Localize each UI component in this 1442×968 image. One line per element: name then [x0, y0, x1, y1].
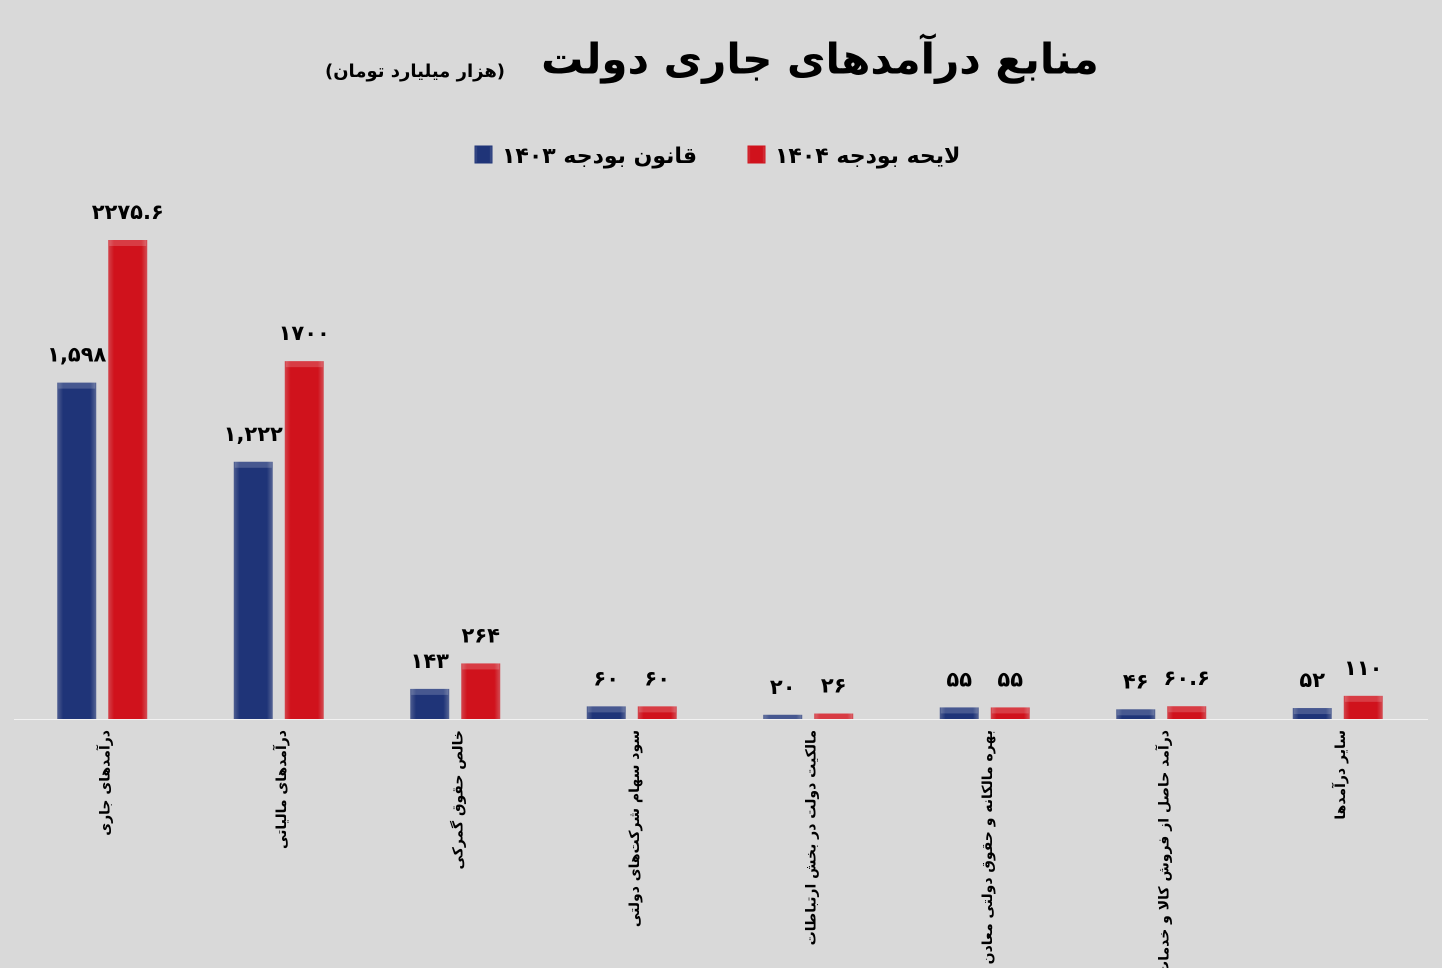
- data-label: ۵۲: [1299, 668, 1325, 692]
- chart-title: منابع درآمدهای جاری دولت: [541, 34, 1099, 85]
- data-label: ۱,۵۹۸: [47, 343, 106, 367]
- bar: [1343, 695, 1383, 719]
- bar-cap: [991, 707, 1029, 714]
- bar: [990, 707, 1030, 719]
- bar-cap: [285, 361, 323, 368]
- bar: [108, 240, 148, 719]
- bar-cap: [638, 706, 676, 713]
- data-label: ۲۲۷۵.۶: [92, 200, 164, 224]
- data-label: ۲۰: [770, 675, 796, 699]
- bar: [1167, 706, 1207, 719]
- x-tick-label: سود سهام شرکت‌های دولتی: [627, 730, 643, 927]
- bar-cap: [587, 706, 625, 713]
- data-label: ۱۱۰: [1344, 656, 1382, 680]
- data-label: ۲۶: [821, 674, 847, 698]
- data-label: ۱۴۳: [411, 649, 450, 673]
- x-tick-label: خالص حقوق گمرکی: [449, 730, 466, 869]
- bar-cap: [764, 714, 802, 719]
- legend-label: لایحه بودجه ۱۴۰۴: [775, 144, 960, 169]
- bar-cap: [1117, 709, 1155, 716]
- x-tick-label: درآمدهای مالیاتی: [272, 730, 290, 849]
- data-label: ۶۰: [593, 666, 619, 690]
- data-label: ۴۶: [1123, 669, 1149, 693]
- bar: [814, 713, 854, 719]
- bar: [586, 706, 626, 719]
- bar-cap: [234, 461, 272, 468]
- x-tick-label: درآمد حاصل از فروش کالا و خدمات: [1154, 730, 1172, 968]
- bar: [763, 714, 803, 719]
- legend-swatch: [747, 145, 766, 164]
- bar-cap: [940, 707, 978, 714]
- data-label: ۵۵: [997, 667, 1023, 691]
- data-label: ۵۵: [946, 667, 972, 691]
- data-label: ۱۷۰۰: [279, 321, 330, 345]
- bar: [637, 706, 677, 719]
- bar: [284, 361, 324, 719]
- bar-cap: [411, 688, 449, 695]
- bar-cap: [462, 663, 500, 670]
- x-tick-label: مالکیت دولت در بخش ارتباطات: [803, 730, 819, 945]
- bar: [1292, 708, 1332, 719]
- x-tick-label: درآمدهای جاری: [95, 730, 113, 836]
- bar: [939, 707, 979, 719]
- bar-cap: [815, 713, 853, 719]
- x-tick-label: سایر درآمدها: [1331, 730, 1349, 820]
- data-label: ۶۰: [644, 666, 670, 690]
- legend-swatch: [474, 145, 493, 164]
- bar-cap: [1293, 708, 1331, 715]
- bar: [57, 382, 97, 719]
- bar-cap: [109, 240, 147, 246]
- bar: [1116, 709, 1156, 719]
- bar: [233, 461, 273, 719]
- bar: [461, 663, 501, 719]
- bar-cap: [1344, 695, 1382, 702]
- data-label: ۱,۲۲۲: [224, 422, 283, 446]
- bar: [410, 688, 450, 719]
- data-label: ۲۶۴: [462, 623, 501, 647]
- x-tick-label: بهره مالکانه و حقوق دولتی معادن: [980, 730, 996, 964]
- bar-cap: [1168, 706, 1206, 713]
- bar-cap: [58, 382, 96, 389]
- data-label: ۶۰.۶: [1164, 666, 1210, 690]
- chart-subtitle: (هزار میلیارد تومان): [325, 61, 505, 82]
- legend-label: قانون بودجه ۱۴۰۳: [502, 144, 697, 169]
